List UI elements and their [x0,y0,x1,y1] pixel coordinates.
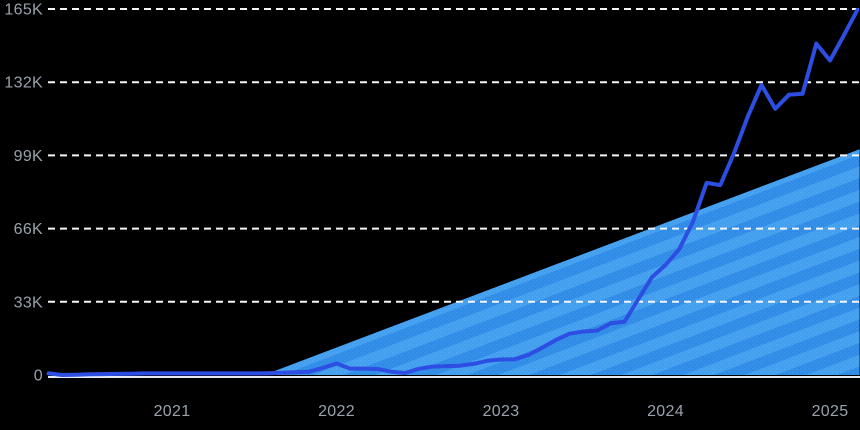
y-tick-label: 0 [34,368,43,385]
series-path [46,7,860,377]
trend-area-fill [264,149,860,375]
y-tick-label: 132K [4,75,43,92]
y-tick-label: 99K [14,148,43,165]
x-tick-label: 2025 [812,403,849,420]
x-tick-label: 2023 [483,403,520,420]
x-tick-label: 2021 [154,403,191,420]
trend-triangle-texture [264,149,860,375]
y-tick-label: 165K [4,2,43,19]
y-tick-label: 66K [14,221,43,238]
x-tick-label: 2022 [318,403,355,420]
y-axis-labels: 0 33K 66K 99K 132K 165K [4,2,43,385]
x-tick-label: 2024 [647,403,684,420]
y-tick-label: 33K [14,294,43,311]
x-axis-labels: 2021 2022 2023 2024 2025 [154,403,849,420]
gridlines [48,8,860,378]
series-line [46,7,860,377]
